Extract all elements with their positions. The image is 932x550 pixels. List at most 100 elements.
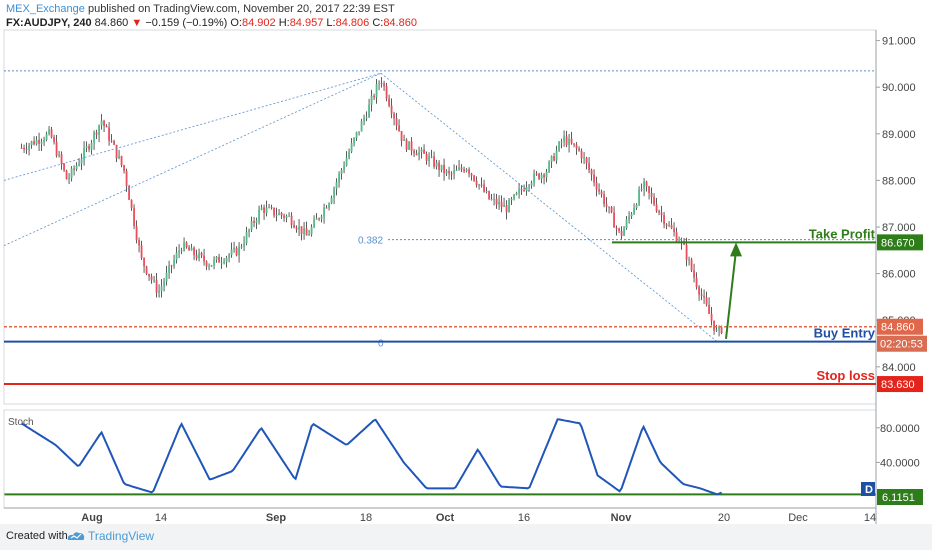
candle-body <box>608 206 610 208</box>
candle-body <box>548 161 550 172</box>
candle-body <box>555 150 558 161</box>
candle-body <box>133 207 135 227</box>
candle-body <box>108 127 110 141</box>
created-with-label: Created with <box>6 530 68 542</box>
author-link[interactable]: MEX_Exchange <box>6 3 85 15</box>
candle-body <box>438 162 440 170</box>
candle-body <box>510 198 513 201</box>
candle-body <box>513 194 515 199</box>
candle-body <box>80 159 83 164</box>
candle-body <box>648 186 650 193</box>
candle-body <box>23 147 25 150</box>
candle-body <box>205 261 208 267</box>
candle-body <box>420 149 423 152</box>
candle-body <box>508 200 510 213</box>
candle-body <box>48 129 50 134</box>
candle-body <box>265 207 268 214</box>
candle-body <box>123 165 125 171</box>
candle-body <box>700 294 703 296</box>
candle-body <box>365 117 368 119</box>
stoch-marker-text: D <box>865 484 873 496</box>
candle-body <box>88 146 90 150</box>
candle-body <box>713 320 715 331</box>
candle-body <box>425 153 428 161</box>
candle-body <box>230 249 233 255</box>
target-arrow-head <box>730 242 742 257</box>
candle-body <box>330 197 333 204</box>
candle-body <box>573 143 575 145</box>
candle-body <box>85 146 88 149</box>
candle-body <box>118 156 120 159</box>
low-value: 84.806 <box>335 17 370 29</box>
tradingview-logo-icon[interactable] <box>66 530 86 542</box>
candle-body <box>20 147 23 149</box>
candle-body <box>150 276 153 280</box>
candle-body <box>238 246 240 256</box>
candle-body <box>328 203 330 209</box>
tradingview-brand[interactable]: TradingView <box>88 529 155 543</box>
candle-body <box>553 156 555 161</box>
candle-body <box>203 255 205 262</box>
candle-body <box>43 139 45 142</box>
y-tick-label: 86.000 <box>882 269 916 281</box>
candle-body <box>163 281 165 287</box>
candle-body <box>580 150 583 159</box>
candle-body <box>668 224 670 226</box>
y-tick-label: 88.000 <box>882 175 916 187</box>
candle-body <box>278 213 280 215</box>
candle-body <box>655 204 658 212</box>
take-profit-tag <box>877 234 923 251</box>
candle-body <box>540 174 543 179</box>
candle-body <box>635 204 638 208</box>
candle-body <box>258 209 260 221</box>
stop-loss-tag-text: 83.630 <box>881 379 915 391</box>
candle-body <box>478 184 480 186</box>
candle-body <box>195 255 198 259</box>
candle-body <box>490 198 493 200</box>
candle-body <box>543 174 545 178</box>
candle-body <box>240 246 243 248</box>
candle-body <box>650 192 653 197</box>
candle-body <box>33 141 35 145</box>
candle-body <box>60 154 63 165</box>
candle-body <box>620 230 623 236</box>
candle-body <box>145 266 148 274</box>
candle-body <box>273 207 275 216</box>
candle-body <box>73 168 75 170</box>
candle-body <box>340 169 343 174</box>
candle-body <box>578 148 580 151</box>
candle-body <box>583 157 585 159</box>
candle-body <box>528 185 530 188</box>
candle-body <box>50 129 53 138</box>
candle-body <box>533 173 535 183</box>
candle-body <box>170 265 173 267</box>
candle-body <box>308 234 310 236</box>
symbol-label[interactable]: FX:AUDJPY, 240 <box>6 17 92 29</box>
candle-body <box>483 184 485 192</box>
candle-body <box>465 169 468 172</box>
price-change: −0.159 (−0.19%) <box>145 17 228 29</box>
high-value: 84.957 <box>289 17 324 29</box>
candle-body <box>663 215 665 225</box>
candle-body <box>320 216 323 219</box>
candle-body <box>98 125 100 135</box>
candle-body <box>93 132 95 143</box>
candle-body <box>55 141 58 156</box>
candle-body <box>558 142 560 151</box>
candle-body <box>408 141 410 150</box>
candle-body <box>250 221 253 230</box>
candle-body <box>53 137 55 142</box>
candle-body <box>388 98 390 106</box>
low-label: L: <box>326 17 336 29</box>
candle-body <box>253 221 255 223</box>
candle-body <box>263 207 265 214</box>
candle-body <box>90 142 93 150</box>
candle-body <box>243 243 245 247</box>
candle-body <box>235 247 238 256</box>
candle-body <box>115 144 118 159</box>
candle-body <box>445 170 448 174</box>
target-arrow-shaft <box>725 250 737 339</box>
candle-body <box>640 188 643 190</box>
x-tick-label: Sep <box>266 512 286 524</box>
candle-body <box>35 139 38 145</box>
